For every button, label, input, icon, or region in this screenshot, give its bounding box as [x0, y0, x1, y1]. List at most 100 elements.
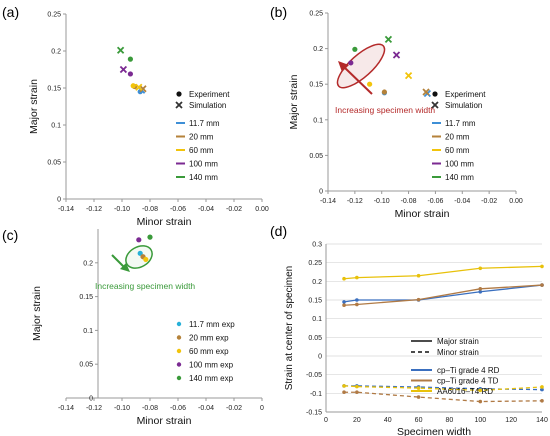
x-tick-label: 0.00 — [255, 206, 269, 213]
legend-item-label: 11.7 mm — [189, 119, 220, 128]
y-tick-label: 0.05 — [79, 362, 93, 369]
y-tick-label: 0.2 — [312, 279, 322, 286]
panel-label: (a) — [2, 4, 19, 20]
legend-item-label: 20 mm — [445, 133, 470, 142]
legend-material-label: cp–Ti grade 4 TD — [437, 377, 499, 386]
y-tick-label: 0.25 — [308, 260, 322, 267]
x-tick-label: -0.02 — [226, 206, 242, 213]
series-point-minor-lineYellow — [416, 386, 421, 390]
series-point-major-lineBrown — [342, 303, 346, 308]
y-tick-label: 0.15 — [79, 294, 93, 301]
series-point-minor-lineBrown — [342, 390, 346, 395]
series-point-major-lineYellow — [342, 276, 346, 281]
panel-a: (a) -0.14 -0.12 -0.10 -0.08 -0.06 -0.04 -0.02 0.… — [2, 4, 269, 228]
series-point-minor-lineYellow — [355, 384, 359, 389]
series-point-major-lineBrown — [478, 287, 483, 291]
y-tick-label: 0.2 — [83, 260, 93, 267]
x-tick-label: 20 — [353, 417, 361, 424]
series-point-major-lineBlue — [478, 289, 483, 294]
legend-simulation-marker — [431, 101, 439, 109]
legend-swatch-yellow — [176, 348, 182, 354]
experiment-point-purple — [348, 60, 354, 66]
simulation-point-yellow-stroke-2 — [135, 83, 143, 91]
legend-material-label: cp–Ti grade 4 RD — [437, 366, 500, 375]
trend-arrow-head — [120, 263, 130, 272]
legend-marker-label: Simulation — [189, 101, 226, 110]
y-tick-label: 0.1 — [51, 123, 61, 130]
experiment-point-purple — [136, 237, 142, 243]
y-tick-label: -0.1 — [310, 391, 322, 398]
x-tick-label: -0.14 — [58, 206, 74, 213]
x-tick-label: -0.04 — [454, 198, 470, 205]
panel-label: (d) — [270, 223, 287, 239]
series-point-major-lineBrown — [540, 283, 544, 287]
legend-marker-label: Simulation — [445, 101, 482, 110]
trend-arrow-shaft — [111, 254, 125, 268]
simulation-point-purple-stroke-2 — [392, 51, 401, 59]
legend-swatch-brown — [176, 335, 182, 340]
panel-b: (b) -0.14 -0.12 -0.10 -0.08 -0.06 -0.04 -0.02 0.… — [270, 4, 523, 220]
legend-swatch-purple — [176, 362, 182, 367]
legend-item-label: 100 mm exp — [189, 361, 234, 370]
y-axis-label: Major strain — [28, 79, 40, 134]
x-tick-label: 40 — [384, 417, 392, 424]
experiment-point-purple — [127, 71, 133, 77]
x-tick-label: -0.06 — [170, 405, 186, 412]
trend-arrow-head — [338, 61, 349, 72]
simulation-point-yellow — [404, 72, 413, 80]
x-tick-label: 60 — [415, 417, 423, 424]
y-tick-label: 0.05 — [308, 335, 322, 342]
experiment-point-green — [352, 46, 358, 52]
y-tick-label: 0.1 — [312, 316, 322, 323]
series-point-major-lineYellow — [355, 275, 359, 280]
annotation-text: Increasing specimen width — [335, 105, 435, 115]
y-axis-label: Strain at center of specimen — [284, 266, 295, 391]
legend-swatch-teal — [176, 321, 182, 327]
highlight-ellipse — [336, 43, 386, 89]
series-point-minor-lineBrown — [478, 399, 483, 404]
legend-item-label: 140 mm exp — [189, 374, 234, 383]
simulation-point-purple-stroke-2 — [119, 65, 128, 74]
y-tick-label: -0.15 — [306, 410, 322, 417]
experiment-point-brown — [381, 89, 387, 95]
series-point-minor-lineBlue — [540, 387, 544, 392]
y-tick-label: 0 — [57, 197, 61, 204]
x-tick-label: -0.14 — [58, 405, 74, 412]
y-tick-label: 0.05 — [309, 153, 323, 160]
x-tick-label: -0.08 — [142, 405, 158, 412]
x-axis-label: Minor strain — [137, 216, 192, 228]
x-axis-label: Specimen width — [397, 426, 471, 436]
x-tick-label: -0.12 — [86, 206, 102, 213]
y-tick-label: 0.25 — [47, 12, 61, 19]
simulation-point-green-stroke-2 — [384, 35, 393, 43]
legend-simulation-marker — [175, 101, 183, 109]
y-tick-label: 0.15 — [47, 86, 61, 93]
legend-simulation-marker-stroke-2 — [175, 101, 183, 109]
series-line-minor-lineYellow — [344, 385, 543, 391]
x-tick-label: 0.00 — [509, 198, 523, 205]
series-point-minor-lineBrown — [355, 390, 359, 395]
series-point-major-lineBlue — [342, 300, 346, 304]
legend-style-label: Major strain — [437, 337, 479, 346]
x-tick-label: 140 — [536, 417, 548, 424]
simulation-point-brown — [422, 88, 430, 96]
experiment-point-yellow — [367, 81, 373, 87]
y-tick-label: 0.3 — [312, 242, 322, 249]
legend-item-label: 11.7 mm — [445, 119, 476, 128]
panel-label: (b) — [270, 4, 287, 20]
simulation-point-green — [116, 46, 125, 54]
legend-item-label: 140 mm — [189, 173, 218, 182]
x-tick-label: 0 — [324, 417, 328, 424]
legend-simulation-marker-stroke-2 — [431, 101, 439, 109]
y-tick-label: 0.05 — [47, 160, 61, 167]
legend-style-label: Minor strain — [437, 348, 479, 357]
legend-item-label: 60 mm — [445, 146, 470, 155]
simulation-point-green-stroke-2 — [116, 46, 125, 54]
x-tick-label: -0.02 — [226, 405, 242, 412]
x-tick-label: -0.14 — [320, 198, 336, 205]
x-axis-label: Minor strain — [137, 415, 192, 427]
y-axis-label: Major strain — [31, 286, 43, 341]
legend-item-label: 60 mm exp — [189, 347, 229, 356]
highlight-ellipse — [125, 245, 153, 269]
